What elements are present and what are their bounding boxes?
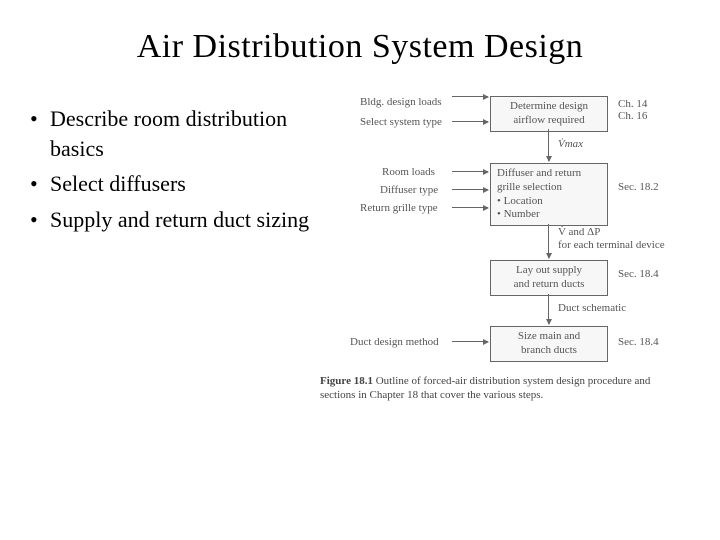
flow-box-grille-selection: Diffuser and return grille selection • L… [490, 163, 608, 226]
flow-input-bldg-loads: Bldg. design loads [360, 96, 442, 108]
bullet-item: Describe room distribution basics [30, 104, 310, 163]
flow-label-schematic: Duct schematic [558, 302, 626, 314]
flow-ref-sec184b: Sec. 18.4 [618, 336, 659, 348]
arrow-icon [452, 207, 488, 208]
page-title: Air Distribution System Design [0, 0, 720, 66]
flow-box-size-ducts: Size main and branch ducts [490, 326, 608, 362]
flow-ref-ch14-16: Ch. 14 Ch. 16 [618, 98, 647, 122]
arrow-icon [548, 129, 549, 161]
flow-input-duct-method: Duct design method [350, 336, 439, 348]
flow-input-diffuser-type: Diffuser type [380, 184, 438, 196]
flow-input-grille-type: Return grille type [360, 202, 438, 214]
arrow-icon [548, 224, 549, 258]
bullet-item: Select diffusers [30, 169, 310, 199]
flow-input-room-loads: Room loads [382, 166, 435, 178]
flow-label-v-dp: V̇ and ΔP for each terminal device [558, 226, 665, 251]
flow-label-vmax: V̇max [558, 138, 583, 150]
arrow-icon [452, 341, 488, 342]
flow-box-layout-ducts: Lay out supply and return ducts [490, 260, 608, 296]
flow-input-system-type: Select system type [360, 116, 442, 128]
arrow-icon [452, 189, 488, 190]
bullet-item: Supply and return duct sizing [30, 205, 310, 235]
flow-ref-sec182: Sec. 18.2 [618, 181, 659, 193]
flowchart-figure: Determine design airflow required Bldg. … [310, 96, 690, 476]
arrow-icon [548, 294, 549, 324]
figure-caption: Figure 18.1 Outline of forced-air distri… [320, 374, 670, 403]
arrow-icon [452, 121, 488, 122]
content-row: Describe room distribution basics Select… [0, 66, 720, 476]
flow-box-determine-airflow: Determine design airflow required [490, 96, 608, 132]
arrow-icon [452, 96, 488, 97]
flow-ref-sec184a: Sec. 18.4 [618, 268, 659, 280]
bullet-list: Describe room distribution basics Select… [30, 96, 310, 476]
arrow-icon [452, 171, 488, 172]
